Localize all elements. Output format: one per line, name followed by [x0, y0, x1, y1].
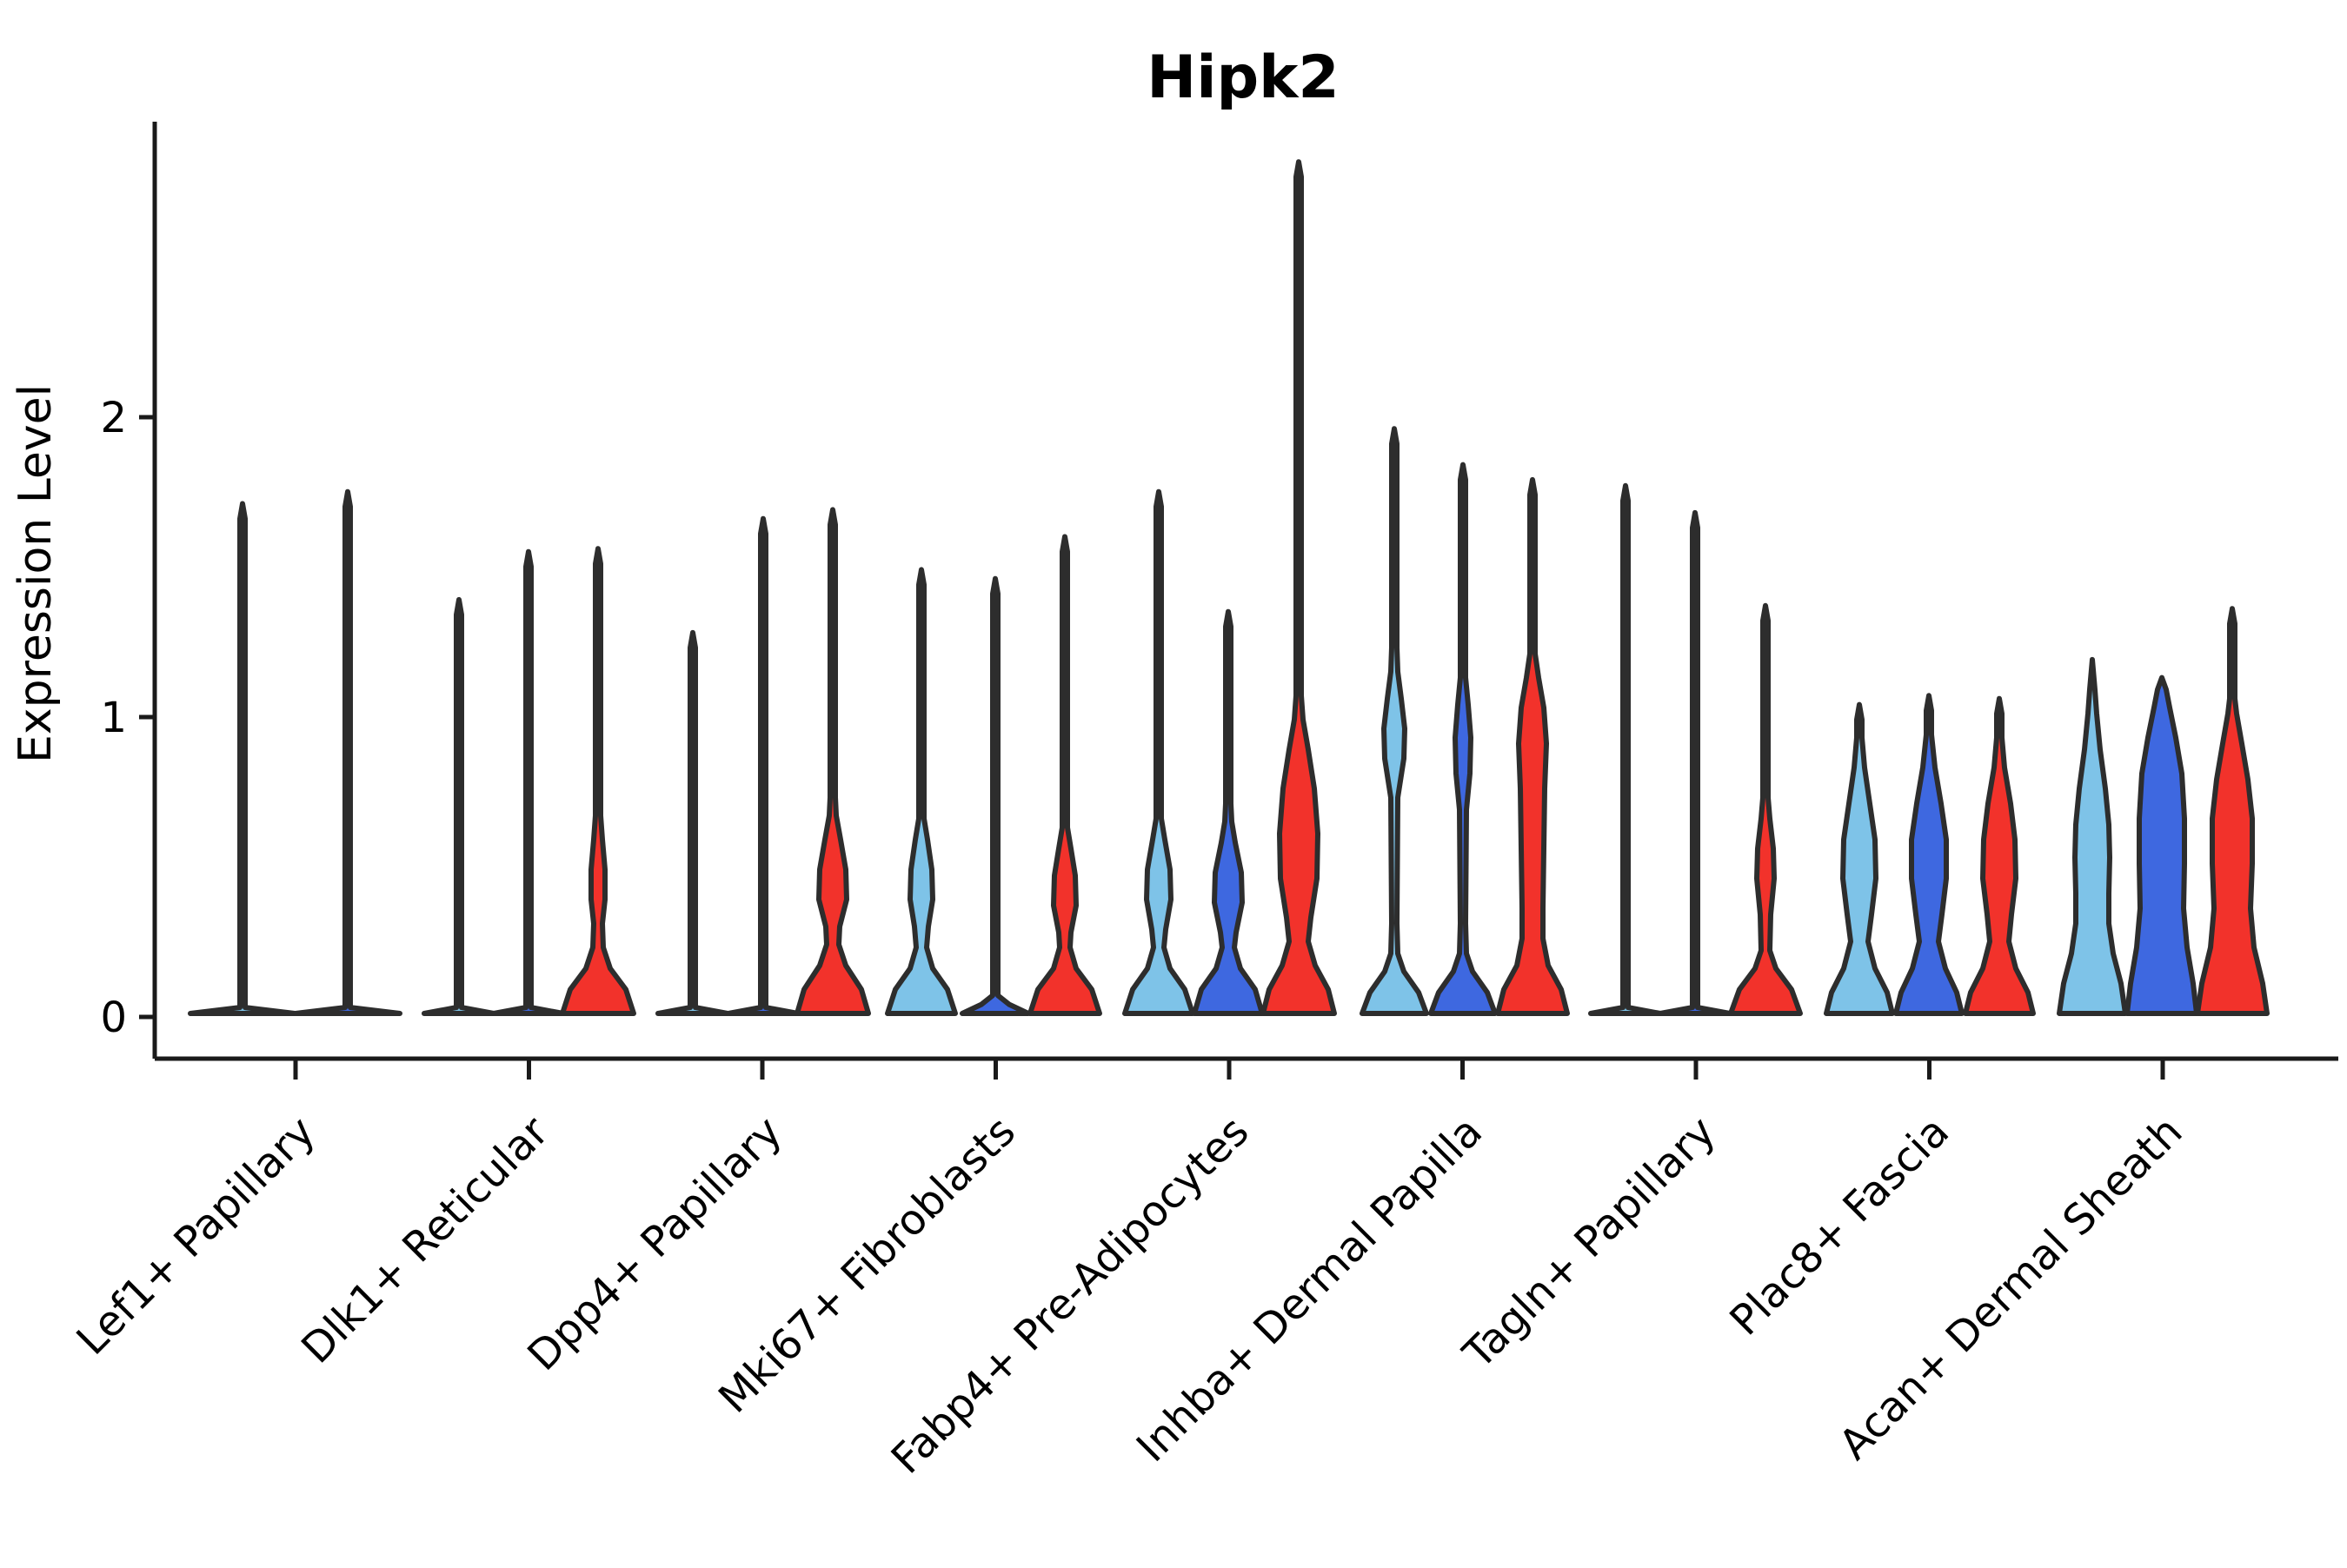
violin-25-red	[2195, 606, 2270, 1016]
y-tick-label-2: 2	[100, 394, 127, 442]
violin-7-red	[795, 507, 871, 1016]
violin-24-dark_blue	[2124, 674, 2199, 1016]
chart-title: Hipk2	[1147, 43, 1339, 112]
violin-0-light_blue	[188, 501, 297, 1016]
violin-1-dark_blue	[293, 488, 402, 1016]
violin-20-light_blue	[1824, 701, 1895, 1016]
y-tick-label-1: 1	[100, 694, 127, 742]
y-axis-label: Expression Level	[10, 384, 62, 763]
violin-8-light_blue	[885, 567, 958, 1016]
ticks-layer	[139, 415, 2165, 1080]
violin-17-light_blue	[1588, 482, 1663, 1016]
violin-22-red	[1963, 695, 2036, 1016]
violin-6-dark_blue	[726, 515, 801, 1016]
violin-23-light_blue	[2057, 656, 2128, 1016]
violin-18-dark_blue	[1658, 509, 1732, 1016]
violin-12-dark_blue	[1192, 608, 1265, 1016]
violin-11-light_blue	[1122, 488, 1195, 1016]
violin-10-red	[1027, 534, 1102, 1016]
violins-layer	[188, 159, 2270, 1016]
violin-9-dark_blue	[960, 575, 1031, 1016]
y-tick-label-0: 0	[100, 993, 127, 1042]
violin-16-red	[1495, 476, 1570, 1016]
violin-14-light_blue	[1360, 426, 1429, 1016]
violin-19-red	[1728, 602, 1803, 1016]
violin-21-dark_blue	[1893, 693, 1965, 1016]
violin-4-red	[560, 546, 636, 1016]
violin-5-light_blue	[655, 629, 730, 1016]
violin-15-dark_blue	[1428, 462, 1498, 1016]
violin-13-red	[1260, 159, 1337, 1016]
axes-layer	[152, 122, 2338, 1061]
violin-2-light_blue	[422, 596, 496, 1016]
violin-3-dark_blue	[491, 548, 566, 1016]
